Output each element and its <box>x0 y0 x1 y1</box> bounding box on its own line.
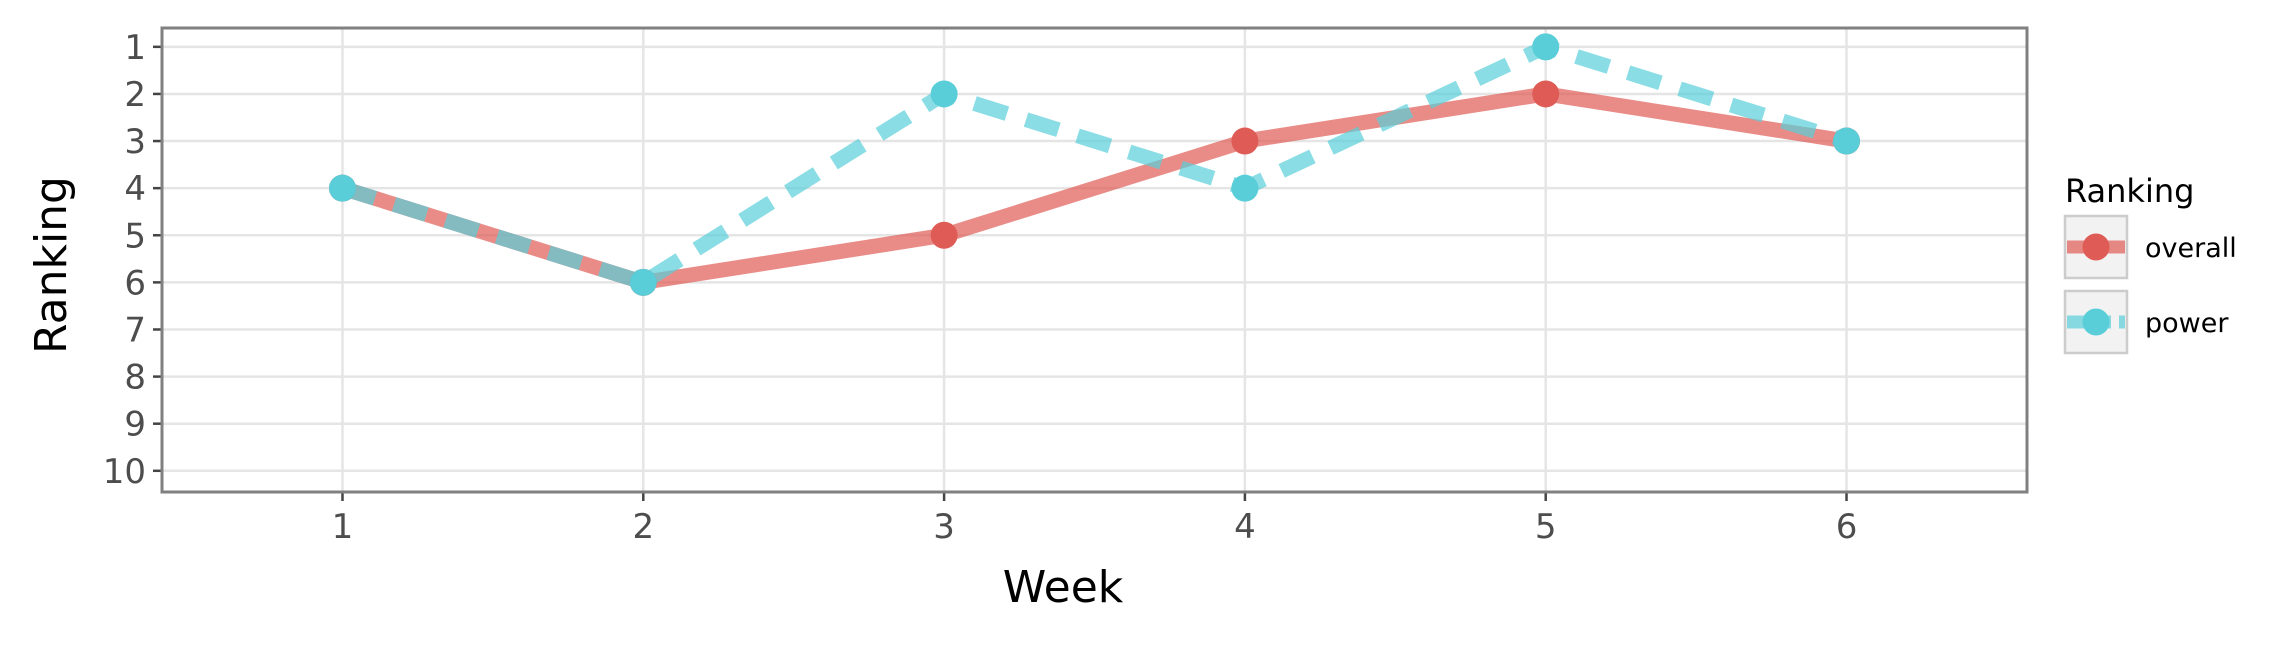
data-point-power <box>1532 33 1560 61</box>
y-tick-label: 4 <box>124 169 146 209</box>
y-axis-title: Ranking <box>26 176 77 354</box>
data-point-power <box>1231 174 1259 202</box>
legend: Ranking overall power <box>2063 172 2237 355</box>
x-tick-label: 5 <box>1535 507 1557 547</box>
data-point-overall <box>1231 127 1259 155</box>
x-axis-title: Week <box>1003 562 1124 613</box>
y-tick-label: 7 <box>124 310 146 350</box>
data-point-power <box>930 80 958 108</box>
legend-label: power <box>2145 308 2229 339</box>
x-tick-label: 6 <box>1836 507 1858 547</box>
y-tick-label: 9 <box>124 405 146 445</box>
x-tick-label: 3 <box>933 507 955 547</box>
legend-label: overall <box>2145 233 2237 264</box>
data-point-power <box>1833 127 1861 155</box>
x-tick-label: 2 <box>632 507 654 547</box>
data-point-power <box>629 268 657 296</box>
plot-border <box>160 26 2029 494</box>
y-tick-label: 1 <box>124 28 146 68</box>
series-line-overall <box>340 86 1848 290</box>
legend-title: Ranking <box>2065 172 2194 210</box>
x-tick-label: 1 <box>332 507 354 547</box>
axes: 1 2 3 4 5 6 1 2 3 4 5 6 7 8 9 10 <box>103 26 2029 547</box>
y-tick-label: 8 <box>124 358 146 398</box>
series-points <box>328 33 1861 296</box>
legend-key-point <box>2082 308 2110 336</box>
data-point-overall <box>1532 80 1560 108</box>
plot-background <box>162 28 2027 492</box>
series-line-power <box>340 39 1849 290</box>
series-lines <box>340 39 1849 290</box>
y-tick-label: 10 <box>103 452 146 492</box>
y-tick-label: 6 <box>124 263 146 303</box>
legend-key-point <box>2082 233 2110 261</box>
x-tick-label: 4 <box>1234 507 1256 547</box>
data-point-power <box>328 174 356 202</box>
y-tick-label: 3 <box>124 122 146 162</box>
y-tick-label: 2 <box>124 75 146 115</box>
plot-panel <box>162 28 2027 492</box>
data-point-overall <box>930 221 958 249</box>
y-tick-label: 5 <box>124 216 146 256</box>
